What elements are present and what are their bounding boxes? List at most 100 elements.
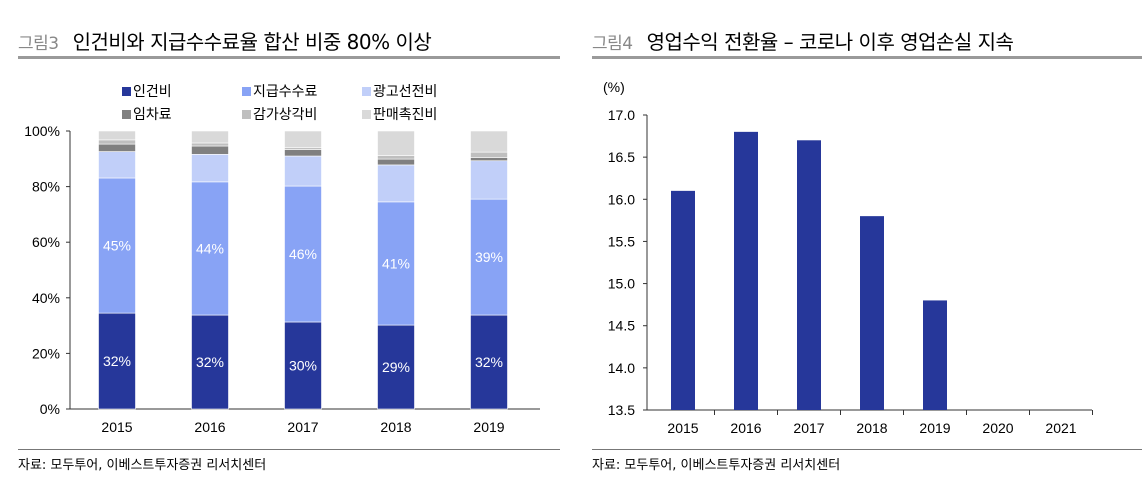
- legend-item: 지급수수료: [242, 81, 317, 101]
- bar: [797, 140, 821, 411]
- data-label: 32%: [196, 354, 224, 370]
- y-tick-label: 80%: [32, 179, 60, 195]
- y-tick-label: 14.0: [608, 360, 635, 376]
- y-tick-label: 17.0: [608, 107, 635, 123]
- right-title-text: 영업수익 전환율 – 코로나 이후 영업손실 지속: [646, 30, 1014, 54]
- y-tick-label: 20%: [32, 345, 60, 361]
- bar: [860, 216, 884, 410]
- bar-segment-5: [377, 130, 415, 156]
- right-source-rule: [592, 449, 1142, 450]
- bar-segment-4: [98, 139, 136, 145]
- bar-segment-2: [470, 160, 508, 200]
- data-label: 32%: [475, 354, 503, 370]
- y-tick-label: 15.5: [608, 233, 635, 249]
- legend-item: 판매촉진비: [362, 104, 437, 124]
- x-tick-label: 2020: [982, 420, 1013, 436]
- bar-segment-0: [191, 314, 229, 410]
- data-label: 44%: [196, 240, 224, 256]
- y-axis-unit: (%): [603, 79, 625, 95]
- bar-segment-0: [470, 314, 508, 410]
- y-tick-label: 40%: [32, 290, 60, 306]
- x-tick-label: 2021: [1045, 420, 1076, 436]
- legend-item: 임차료: [122, 104, 172, 124]
- left-figure-number: 그림3: [18, 34, 59, 54]
- legend-item: 인건비: [122, 81, 172, 101]
- x-tick-label: 2015: [101, 419, 132, 435]
- data-label: 30%: [289, 357, 317, 373]
- left-title-text: 인건비와 지급수수료율 합산 비중 80% 이상: [72, 30, 432, 54]
- legend-swatch: [122, 110, 131, 119]
- bar-segment-2: [377, 164, 415, 203]
- legend-label: 광고선전비: [373, 84, 438, 100]
- bar-segment-4: [470, 151, 508, 158]
- bar-segment-5: [470, 130, 508, 153]
- bar: [923, 300, 947, 410]
- left-title-rule: [18, 56, 560, 59]
- bar-segment-3: [98, 143, 136, 152]
- bar-segment-5: [191, 130, 229, 144]
- data-label: 41%: [382, 255, 410, 271]
- x-tick-label: 2017: [793, 420, 824, 436]
- x-tick-label: 2016: [730, 420, 761, 436]
- bar-segment-5: [98, 130, 136, 141]
- bar-segment-2: [98, 151, 136, 179]
- data-label: 29%: [382, 359, 410, 375]
- right-figure-number: 그림4: [592, 34, 633, 54]
- legend-swatch: [122, 87, 131, 96]
- y-tick-label: 0%: [40, 401, 60, 417]
- legend-swatch: [242, 87, 251, 96]
- y-tick-label: 13.5: [608, 402, 635, 418]
- bar-segment-4: [377, 155, 415, 160]
- y-tick-label: 16.5: [608, 149, 635, 165]
- left-stacked-bar-chart: 0% 20% 40% 60% 80% 100% 32% 45% 2015 32% 44% 2016 30…: [24, 123, 540, 435]
- bar-segment-2: [191, 154, 229, 183]
- legend-swatch: [362, 87, 371, 96]
- x-tick-label: 2016: [194, 419, 225, 435]
- y-tick-label: 60%: [32, 234, 60, 250]
- legend-label: 인건비: [133, 84, 172, 100]
- bar-segment-1: [98, 177, 136, 314]
- bar-segment-1: [377, 201, 415, 326]
- x-tick-label: 2019: [919, 420, 950, 436]
- legend-label: 감가상각비: [253, 107, 318, 123]
- data-label: 39%: [475, 249, 503, 265]
- x-tick-label: 2018: [380, 419, 411, 435]
- bar-segment-1: [284, 185, 322, 323]
- x-tick-label: 2018: [856, 420, 887, 436]
- bar-segment-5: [284, 130, 322, 148]
- bar-segment-0: [377, 324, 415, 410]
- bar: [734, 131, 758, 410]
- bar-segment-0: [98, 312, 136, 410]
- bar-segment-3: [284, 149, 322, 157]
- bar-segment-2: [284, 155, 322, 187]
- left-source-rule: [18, 449, 560, 450]
- bar-segment-1: [470, 198, 508, 316]
- x-tick-label: 2015: [667, 420, 698, 436]
- bar-segment-4: [191, 142, 229, 147]
- data-label: 32%: [103, 353, 131, 369]
- y-tick-label: 100%: [24, 123, 60, 139]
- bar-segment-3: [470, 157, 508, 162]
- right-source: 자료: 모두투어, 이베스트투자증권 리서치센터: [592, 458, 841, 473]
- bar-segment-3: [191, 145, 229, 155]
- right-title-rule: [592, 56, 1142, 59]
- bar-segment-4: [284, 147, 322, 150]
- data-label: 46%: [289, 246, 317, 262]
- y-tick-label: 16.0: [608, 191, 635, 207]
- y-tick-label: 14.5: [608, 318, 635, 334]
- legend-label: 임차료: [133, 107, 172, 123]
- bar-segment-3: [377, 158, 415, 166]
- left-chart-title: 그림3 인건비와 지급수수료율 합산 비중 80% 이상: [18, 26, 432, 55]
- legend-item: 광고선전비: [362, 81, 437, 101]
- legend-label: 판매촉진비: [373, 107, 438, 123]
- bar: [671, 190, 695, 410]
- y-tick-label: 15.0: [608, 276, 635, 292]
- bar-segment-0: [284, 321, 322, 410]
- right-chart-title: 그림4 영업수익 전환율 – 코로나 이후 영업손실 지속: [592, 26, 1014, 55]
- legend-swatch: [362, 110, 371, 119]
- data-label: 45%: [103, 238, 131, 254]
- right-bar-chart: (%) 13.5 14.0 14.5 15.0 15.5 16.0 16.5 17.0 2015 2…: [603, 79, 1093, 436]
- legend-swatch: [242, 110, 251, 119]
- x-tick-label: 2017: [287, 419, 318, 435]
- left-source: 자료: 모두투어, 이베스트투자증권 리서치센터: [18, 458, 267, 473]
